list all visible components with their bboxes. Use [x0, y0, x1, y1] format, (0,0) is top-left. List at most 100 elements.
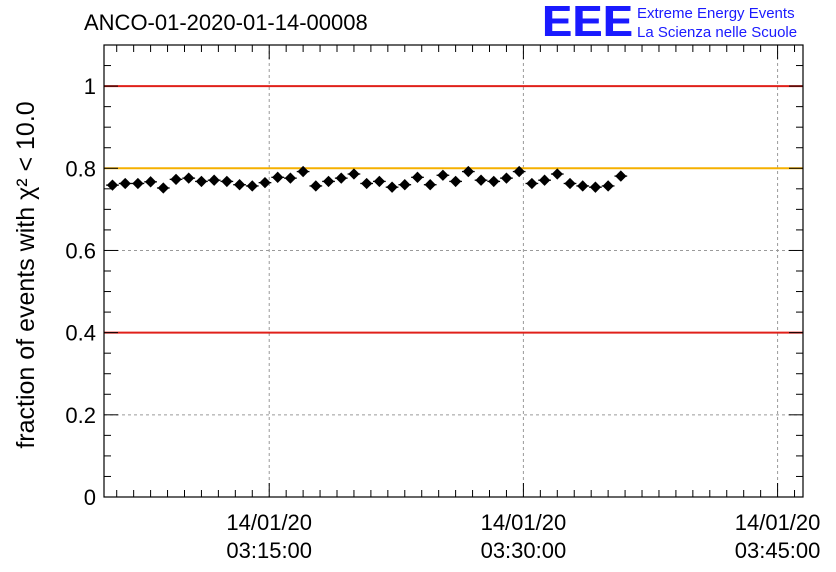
data-point [245, 180, 259, 192]
data-point [334, 172, 348, 184]
data-point [322, 175, 335, 188]
data-point [525, 177, 539, 190]
plot-frame [103, 44, 804, 498]
data-point [373, 175, 386, 188]
data-point [195, 175, 208, 188]
data-point [233, 179, 246, 191]
point-marker [259, 176, 271, 189]
point-marker [119, 177, 131, 190]
data-point [538, 174, 551, 186]
point-marker [310, 180, 322, 192]
data-point [512, 165, 526, 178]
data-point [398, 179, 412, 191]
point-marker [589, 181, 602, 193]
point-marker [233, 179, 246, 191]
data-point [614, 170, 628, 182]
data-point [309, 180, 323, 192]
data-point [220, 175, 234, 188]
data-point [601, 180, 615, 192]
x-tick-label-time: 03:15:00 [226, 538, 312, 563]
point-marker [615, 170, 627, 182]
point-marker [399, 179, 411, 191]
point-marker [183, 172, 195, 184]
point-marker [526, 177, 538, 190]
data-point [271, 171, 285, 183]
y-axis-title: fraction of events with χ² < 10.0 [12, 101, 40, 448]
data-point [131, 177, 145, 190]
logo-line-2: La Scienza nelle Scuole [637, 24, 798, 41]
point-marker [360, 177, 373, 190]
data-point [118, 177, 132, 190]
data-point [385, 181, 399, 193]
point-marker [538, 174, 551, 186]
point-marker [170, 173, 182, 186]
y-tick-label: 0.4 [65, 321, 96, 346]
point-marker [475, 174, 487, 186]
point-marker [132, 177, 144, 190]
point-marker [144, 176, 157, 188]
point-marker [577, 180, 589, 192]
eee-logo: EEE Extreme Energy Events La Scienza nel… [542, 0, 834, 46]
logo-line-1: Extreme Energy Events [637, 5, 795, 22]
point-marker [488, 175, 500, 188]
point-marker [462, 165, 474, 178]
data-point [474, 174, 488, 186]
data-points [106, 165, 628, 194]
y-tick-label: 0.6 [65, 238, 96, 263]
data-point [360, 177, 374, 190]
point-marker [513, 165, 525, 178]
x-tick-label-date: 14/01/20 [735, 510, 821, 535]
data-point [500, 172, 513, 184]
point-marker [602, 180, 614, 192]
y-tick-label: 0.8 [65, 156, 96, 181]
grid-layer [104, 45, 803, 497]
data-point [347, 168, 361, 180]
point-marker [221, 175, 233, 188]
data-point [436, 169, 450, 181]
data-point [144, 176, 157, 188]
data-point [576, 180, 590, 192]
x-tick-label-time: 03:45:00 [735, 538, 821, 563]
data-point [461, 165, 475, 178]
data-point [156, 182, 170, 194]
point-marker [272, 171, 284, 183]
data-point [296, 165, 310, 178]
data-point [563, 177, 577, 190]
y-tick-label: 0 [84, 485, 96, 510]
data-point [487, 175, 501, 188]
point-marker [411, 171, 424, 183]
point-marker [208, 174, 220, 186]
point-marker [437, 169, 449, 181]
point-marker [297, 165, 309, 178]
data-point [182, 172, 196, 184]
axis-labels: 0 0.2 0.4 0.6 0.8 1 14/01/20 03:15:00 14/01/20 03… [65, 74, 820, 563]
data-point [169, 173, 183, 186]
data-point [284, 172, 297, 184]
data-point [423, 179, 437, 191]
point-marker [157, 182, 169, 194]
point-marker [284, 172, 297, 184]
reference-lines [104, 85, 803, 334]
point-marker [322, 175, 335, 188]
axis-ticks [104, 44, 803, 498]
y-tick-label: 0.2 [65, 403, 96, 428]
data-point [258, 176, 272, 189]
point-marker [335, 172, 347, 184]
point-marker [424, 179, 436, 191]
point-marker [551, 168, 563, 180]
page-title: ANCO-01-2020-01-14-00008 [84, 10, 368, 35]
data-point [589, 181, 602, 193]
point-marker [449, 175, 462, 188]
data-point [550, 168, 564, 180]
point-marker [373, 175, 386, 188]
x-tick-label-time: 03:30:00 [481, 538, 567, 563]
data-point [449, 175, 462, 188]
point-marker [195, 175, 208, 188]
eee-logo-mark: EEE [542, 0, 634, 46]
point-marker [386, 181, 398, 193]
data-point [207, 174, 221, 186]
data-point [411, 171, 424, 183]
point-marker [564, 177, 576, 190]
x-tick-label-date: 14/01/20 [481, 510, 567, 535]
